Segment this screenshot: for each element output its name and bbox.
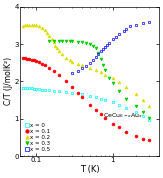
Text: CeCu$_{6-x}$Au$_x$: CeCu$_{6-x}$Au$_x$ (104, 111, 144, 120)
Y-axis label: C/T (J/molK²): C/T (J/molK²) (4, 57, 13, 105)
Legend: x = 0, x = 0.1, x = 0.2, x = 0.3, x = 0.5: x = 0, x = 0.1, x = 0.2, x = 0.3, x = 0.… (23, 122, 52, 153)
X-axis label: T (K): T (K) (80, 165, 99, 174)
